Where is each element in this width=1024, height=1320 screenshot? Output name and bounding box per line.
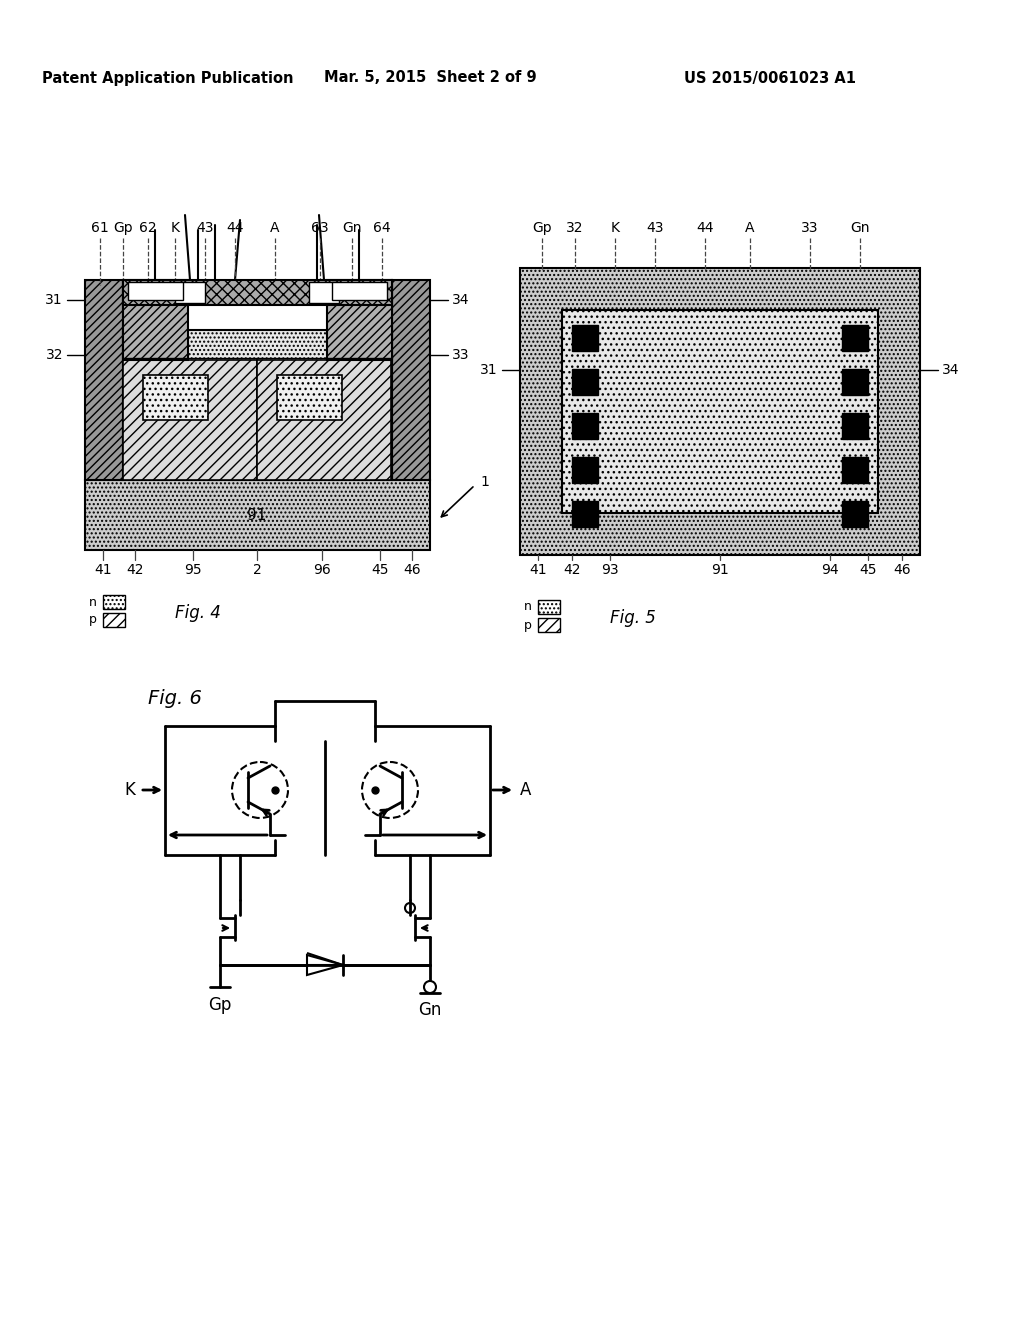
Bar bbox=[562, 310, 878, 513]
Text: 94: 94 bbox=[300, 395, 317, 409]
Text: 93: 93 bbox=[601, 564, 618, 577]
Bar bbox=[842, 457, 868, 483]
Bar bbox=[309, 282, 339, 304]
Bar bbox=[520, 268, 920, 554]
Text: 64: 64 bbox=[373, 220, 391, 235]
Text: Gp: Gp bbox=[532, 220, 552, 235]
Bar bbox=[842, 370, 868, 395]
Bar bbox=[123, 280, 392, 305]
Text: 44: 44 bbox=[696, 220, 714, 235]
Text: p: p bbox=[524, 619, 532, 631]
Text: 33: 33 bbox=[801, 220, 819, 235]
Text: K: K bbox=[124, 781, 135, 799]
Bar bbox=[128, 282, 183, 300]
Bar bbox=[123, 280, 188, 360]
Text: 31: 31 bbox=[480, 363, 498, 378]
Text: n: n bbox=[524, 601, 532, 614]
Text: 93: 93 bbox=[166, 395, 184, 409]
Text: 42: 42 bbox=[126, 564, 143, 577]
Bar bbox=[332, 282, 387, 300]
Text: 44: 44 bbox=[226, 220, 244, 235]
Text: Fig. 5: Fig. 5 bbox=[610, 609, 656, 627]
Text: K: K bbox=[610, 220, 620, 235]
Bar bbox=[175, 282, 205, 304]
Text: 41: 41 bbox=[529, 564, 547, 577]
Text: 45: 45 bbox=[372, 564, 389, 577]
Text: 34: 34 bbox=[452, 293, 469, 308]
Bar bbox=[572, 325, 598, 351]
Text: 95: 95 bbox=[184, 564, 202, 577]
Text: Gn: Gn bbox=[850, 220, 869, 235]
Text: 43: 43 bbox=[646, 220, 664, 235]
Bar bbox=[85, 480, 430, 550]
Bar bbox=[842, 502, 868, 527]
Text: n: n bbox=[89, 595, 97, 609]
Text: 31: 31 bbox=[45, 293, 63, 308]
Bar bbox=[572, 502, 598, 527]
Bar bbox=[572, 370, 598, 395]
Text: p: p bbox=[89, 614, 97, 627]
Text: A: A bbox=[270, 220, 280, 235]
Text: Gn: Gn bbox=[342, 220, 361, 235]
Text: K: K bbox=[171, 220, 179, 235]
Bar bbox=[572, 457, 598, 483]
Text: Gp: Gp bbox=[208, 997, 231, 1014]
Text: 91: 91 bbox=[248, 507, 266, 523]
Bar bbox=[103, 595, 125, 609]
Bar bbox=[257, 360, 391, 480]
Bar bbox=[538, 618, 560, 632]
Text: US 2015/0061023 A1: US 2015/0061023 A1 bbox=[684, 70, 856, 86]
Text: 46: 46 bbox=[893, 564, 910, 577]
Text: 63: 63 bbox=[311, 220, 329, 235]
Bar bbox=[85, 280, 123, 480]
Bar bbox=[842, 413, 868, 440]
Text: 62: 62 bbox=[139, 220, 157, 235]
Text: 2: 2 bbox=[253, 564, 261, 577]
Text: 33: 33 bbox=[452, 348, 469, 362]
Text: 34: 34 bbox=[942, 363, 959, 378]
Text: A: A bbox=[745, 220, 755, 235]
Text: 46: 46 bbox=[403, 564, 421, 577]
Text: Gp: Gp bbox=[114, 220, 133, 235]
Bar bbox=[143, 375, 208, 420]
Text: A: A bbox=[520, 781, 531, 799]
Bar bbox=[123, 360, 257, 480]
Text: Mar. 5, 2015  Sheet 2 of 9: Mar. 5, 2015 Sheet 2 of 9 bbox=[324, 70, 537, 86]
Text: 41: 41 bbox=[94, 564, 112, 577]
Text: Fig. 4: Fig. 4 bbox=[175, 605, 221, 622]
Text: Gn: Gn bbox=[419, 1001, 441, 1019]
Bar bbox=[278, 375, 342, 420]
Text: 32: 32 bbox=[45, 348, 63, 362]
Text: 32: 32 bbox=[566, 220, 584, 235]
Text: 91: 91 bbox=[711, 564, 729, 577]
Bar bbox=[392, 280, 430, 480]
Bar bbox=[572, 413, 598, 440]
Text: Fig. 6: Fig. 6 bbox=[148, 689, 202, 708]
Text: 61: 61 bbox=[91, 220, 109, 235]
Text: Patent Application Publication: Patent Application Publication bbox=[42, 70, 294, 86]
Text: 42: 42 bbox=[563, 564, 581, 577]
Text: 94: 94 bbox=[821, 564, 839, 577]
Bar bbox=[538, 601, 560, 614]
Bar bbox=[327, 280, 392, 360]
Text: 1: 1 bbox=[480, 475, 488, 488]
Bar bbox=[103, 612, 125, 627]
Text: 45: 45 bbox=[859, 564, 877, 577]
Bar bbox=[123, 330, 392, 480]
Text: 43: 43 bbox=[197, 220, 214, 235]
Text: 96: 96 bbox=[313, 564, 331, 577]
Bar bbox=[842, 325, 868, 351]
